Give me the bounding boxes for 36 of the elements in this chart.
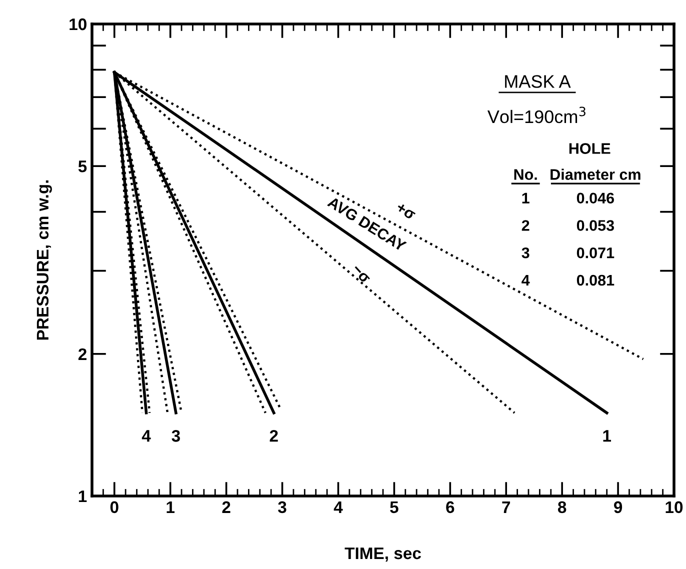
annotation: 1 (603, 430, 612, 442)
annotation: −σ (352, 264, 370, 284)
y-tick-label: 10 (70, 18, 86, 30)
annotation: No. (514, 169, 537, 180)
annotation: 2 (270, 430, 278, 442)
annotation: 3 (172, 430, 180, 442)
annotation: Vol=190cm$^{3}$ (487, 106, 586, 124)
annotation: 0.053 (576, 220, 614, 231)
y-tick-label: 2 (78, 348, 86, 360)
x-tick-label: 5 (390, 501, 398, 514)
annotation: 4 (522, 274, 530, 286)
y-axis-title: PRESSURE, cm w.g. (36, 180, 52, 340)
x-tick-label: 1 (166, 501, 175, 513)
y-tick-label: 1 (78, 490, 87, 502)
annotation: 0.081 (576, 274, 614, 286)
annotation: 0.046 (576, 192, 614, 204)
x-tick-label: 7 (502, 501, 510, 513)
x-tick-label: 0 (110, 501, 118, 514)
annotation: +σ (396, 202, 416, 220)
x-tick-label: 8 (558, 501, 566, 514)
annotation: MASK A (505, 75, 571, 88)
annotation: 3 (522, 247, 530, 258)
x-tick-label: 10 (666, 501, 683, 514)
annotation: HOLE (569, 143, 610, 154)
x-tick-label: 9 (614, 501, 622, 514)
annotation: 4 (142, 430, 151, 442)
x-axis-title: TIME, sec (344, 548, 421, 562)
annotation: 0.071 (576, 247, 614, 258)
x-tick-label: 2 (222, 501, 230, 513)
annotation: 1 (522, 192, 530, 204)
x-tick-label: 3 (278, 501, 286, 514)
annotation: 2 (522, 220, 530, 231)
y-tick-label: 5 (78, 160, 87, 172)
x-tick-label: 4 (334, 501, 343, 513)
annotation: Diameter cm (550, 168, 640, 180)
x-tick-label: 6 (446, 501, 454, 514)
